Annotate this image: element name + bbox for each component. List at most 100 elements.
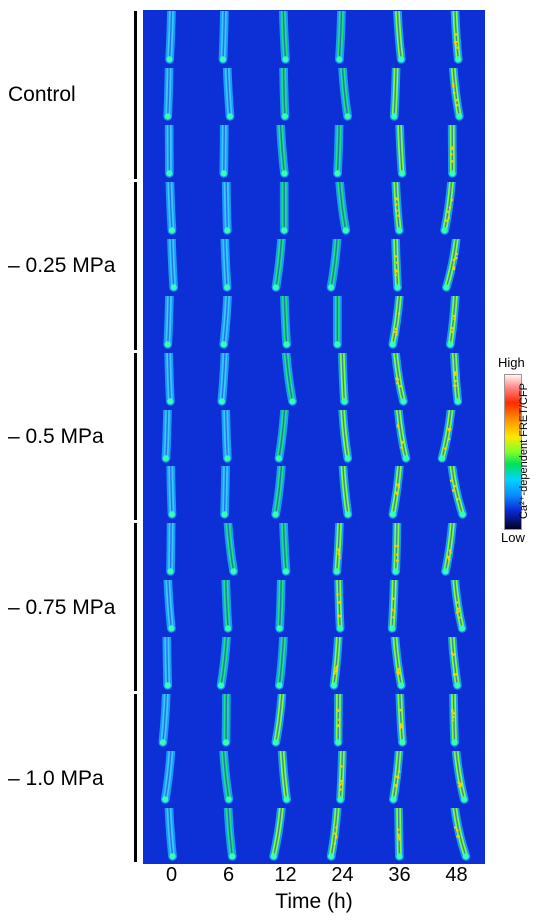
root-image-panel [372,580,427,636]
root-image-panel [258,808,313,863]
colorbar-high-label: High [498,355,525,370]
root-image-panel [372,352,427,408]
root-image-panel [315,124,370,180]
root-image-panel [429,808,484,863]
root-image-panel [372,67,427,123]
root-image-panel [144,466,199,522]
root-image-panel [258,466,313,522]
root-image-panel [201,466,256,522]
root-image-panel [201,523,256,579]
root-image-panel [372,181,427,237]
root-image-panel [372,409,427,465]
root-image-panel [258,11,313,66]
root-image-panel [258,352,313,408]
root-image-panel [372,523,427,579]
root-image-panel [201,808,256,863]
root-image-panel [201,694,256,750]
root-image-panel [258,181,313,237]
root-image-panel [144,523,199,579]
root-image-panel [144,637,199,693]
root-image-panel [258,67,313,123]
root-image-panel [258,637,313,693]
time-tick-label: 24 [331,864,354,886]
root-image-panel [372,808,427,863]
root-image-panel [144,11,199,66]
root-image-panel [429,181,484,237]
root-image-panel [201,580,256,636]
root-image-panel [429,523,484,579]
root-image-panel [144,580,199,636]
group-label: – 1.0 MPa [8,766,104,790]
root-image-panel [315,352,370,408]
time-tick-label: 48 [445,864,468,886]
root-image-panel [201,295,256,351]
root-image-panel [201,238,256,294]
time-tick-label: 0 [165,864,178,886]
root-image-panel [144,181,199,237]
root-image-panel [258,238,313,294]
root-image-panel [372,637,427,693]
root-image-panel [429,694,484,750]
root-image-panel [429,67,484,123]
root-image-panel [315,409,370,465]
root-image-panel [429,352,484,408]
root-image-panel [315,67,370,123]
root-image-panel [372,694,427,750]
colorbar-low-label: Low [501,530,525,545]
root-image-panel [201,124,256,180]
colorbar-title: Ca²⁺-dependent FRET/CFP [518,382,530,520]
group-label: – 0.5 MPa [8,425,104,448]
root-image-panel [144,808,199,863]
root-image-panel [258,523,313,579]
root-image-panel [315,694,370,750]
group-bracket [134,523,137,692]
root-image-panel [258,751,313,807]
root-image-panel [429,295,484,351]
time-tick-label: 12 [274,864,297,886]
root-image-panel [315,466,370,522]
time-tick-label: 36 [388,864,411,886]
root-image-panel [201,181,256,237]
root-image-panel [201,11,256,66]
time-tick-label: 6 [222,864,235,886]
group-label: Control [8,83,76,107]
root-image-panel [429,751,484,807]
root-image-panel [144,124,199,180]
root-image-panel [429,409,484,465]
group-bracket [134,352,137,521]
root-image-panel [429,124,484,180]
root-image-panel [429,637,484,693]
root-image-panel [258,580,313,636]
colorbar [504,374,522,530]
group-bracket [134,694,137,862]
root-image-panel [315,808,370,863]
root-image-panel [372,124,427,180]
group-label: – 0.25 MPa [8,254,116,278]
root-image-panel [201,352,256,408]
root-image-panel [429,238,484,294]
root-image-panel [429,466,484,522]
x-axis-title: Time (h) [275,890,353,913]
root-image-panel [144,352,199,408]
root-image-panel [201,751,256,807]
root-image-panel [315,523,370,579]
root-image-panel [144,67,199,123]
root-image-panel [315,637,370,693]
root-image-panel [429,580,484,636]
root-image-panel [315,580,370,636]
root-image-panel [315,295,370,351]
image-grid [143,10,485,864]
group-bracket [134,11,137,179]
root-image-panel [372,238,427,294]
root-image-panel [372,295,427,351]
root-image-panel [144,751,199,807]
root-image-panel [315,751,370,807]
root-image-panel [315,238,370,294]
root-image-panel [144,409,199,465]
root-image-panel [144,295,199,351]
root-image-panel [258,124,313,180]
group-bracket [134,181,137,350]
root-image-panel [258,409,313,465]
root-image-panel [429,11,484,66]
